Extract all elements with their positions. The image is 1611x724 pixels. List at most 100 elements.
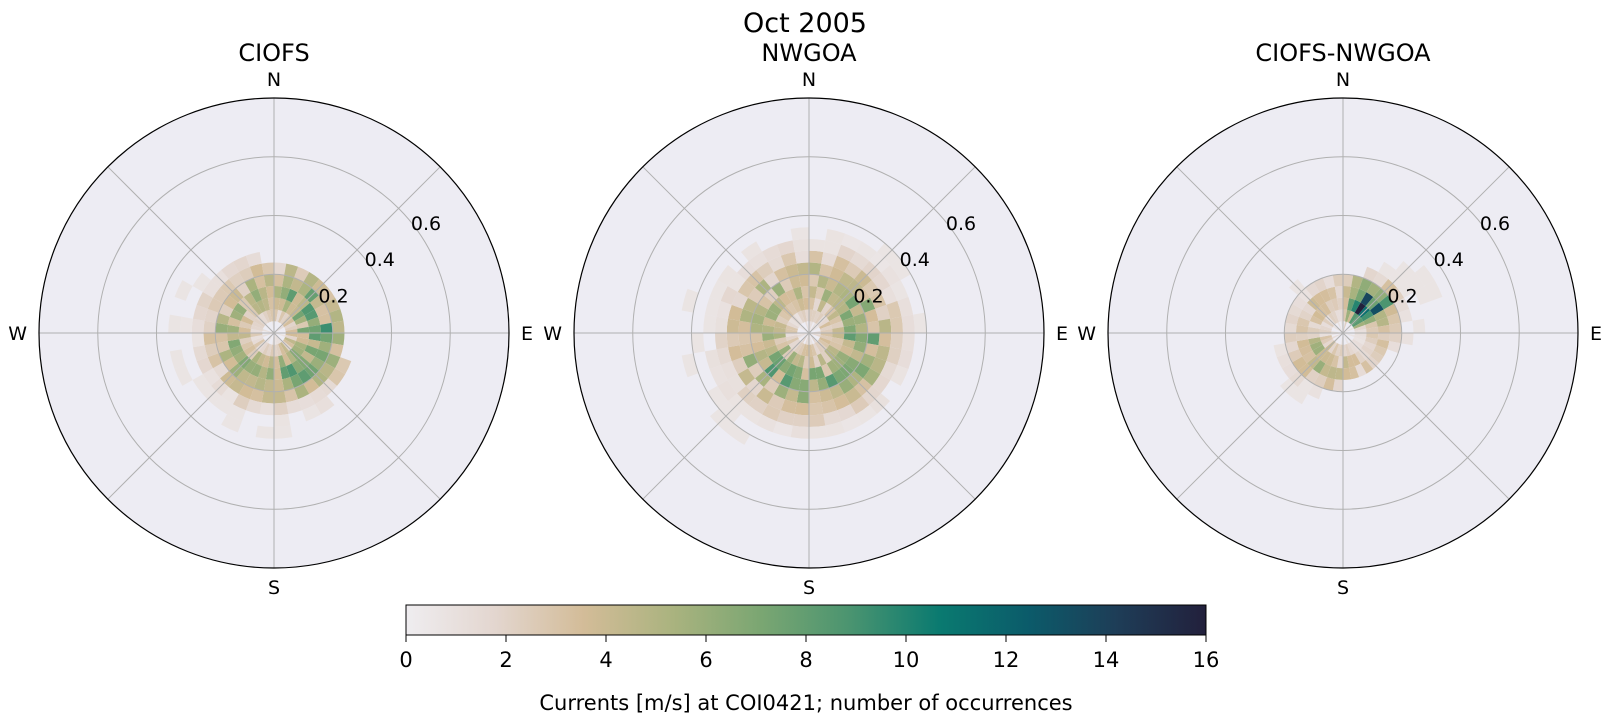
polar-frame: [1107, 97, 1579, 569]
histogram-bins: [168, 251, 352, 439]
histogram-bin: [282, 353, 292, 367]
histogram-bin: [265, 367, 274, 380]
histogram-bin: [274, 333, 280, 345]
histogram-bin: [853, 341, 867, 354]
histogram-bin: [758, 295, 773, 310]
histogram-bin: [763, 378, 780, 395]
histogram-bin: [1366, 333, 1379, 340]
histogram-bin: [1327, 342, 1338, 354]
histogram-bin: [791, 299, 801, 313]
histogram-bin: [257, 286, 268, 300]
histogram-bin: [814, 312, 825, 324]
histogram-bin: [294, 341, 308, 351]
histogram-bin: [773, 383, 789, 400]
histogram-bin: [809, 330, 821, 333]
histogram-bin: [784, 263, 799, 278]
histogram-bin: [1281, 362, 1298, 379]
histogram-bin: [821, 251, 838, 267]
histogram-bin: [1334, 344, 1341, 357]
histogram-bin: [1338, 344, 1343, 357]
histogram-bin: [262, 310, 270, 323]
histogram-bin: [258, 312, 269, 324]
histogram-bin: [267, 297, 274, 310]
histogram-bin: [1302, 302, 1316, 316]
histogram-bin: [741, 241, 762, 261]
histogram-bin: [274, 297, 281, 310]
histogram-bin: [811, 344, 818, 357]
histogram-bin: [815, 366, 826, 380]
histogram-bin: [804, 333, 809, 345]
histogram-bin: [232, 255, 250, 272]
histogram-bin: [274, 367, 283, 380]
histogram-bin: [778, 292, 792, 306]
histogram-bin: [762, 324, 775, 333]
histogram-bin: [829, 266, 845, 283]
histogram-bin: [1322, 377, 1335, 391]
histogram-bin: [788, 275, 801, 289]
histogram-bin: [1424, 280, 1443, 301]
histogram-bin: [253, 275, 266, 289]
histogram-bin: [1320, 321, 1333, 329]
histogram-bin: [308, 324, 321, 333]
histogram-bin: [328, 368, 346, 386]
histogram-bin: [778, 310, 791, 322]
histogram-bin: [813, 355, 822, 368]
histogram-bin: [1331, 333, 1343, 339]
histogram-bin: [796, 262, 809, 276]
histogram-bin: [212, 362, 229, 379]
histogram-bin: [793, 312, 804, 324]
histogram-bin: [792, 366, 803, 380]
histogram-bin: [274, 333, 279, 345]
histogram-bin: [815, 286, 826, 300]
histogram-bin: [841, 233, 862, 252]
histogram-bin: [202, 280, 220, 298]
histogram-bin: [720, 286, 738, 305]
histogram-bin: [842, 316, 856, 327]
histogram-bin: [335, 357, 352, 375]
histogram-bin: [282, 377, 295, 391]
histogram-bin: [836, 350, 850, 364]
histogram-bin: [785, 328, 798, 333]
histogram-bin: [1365, 320, 1378, 329]
histogram-bins: [681, 227, 927, 445]
histogram-bin: [775, 315, 789, 325]
histogram-bin: [833, 255, 851, 272]
histogram-bin: [875, 304, 891, 321]
histogram-bin: [263, 274, 274, 287]
histogram-bin: [1354, 333, 1367, 338]
histogram-bin: [1354, 302, 1366, 315]
histogram-bin: [785, 288, 797, 303]
histogram-bin: [786, 351, 798, 364]
angular-grid-line: [808, 332, 976, 500]
radial-tick-label: 0.6: [1480, 213, 1510, 235]
histogram-bin: [1378, 261, 1396, 279]
histogram-bin: [1389, 322, 1402, 333]
histogram-bin: [227, 324, 240, 333]
histogram-bin: [309, 387, 327, 405]
direction-label-w: W: [1077, 323, 1096, 345]
histogram-bin: [849, 349, 865, 363]
histogram-bin: [1296, 339, 1310, 350]
histogram-bin: [286, 363, 298, 378]
histogram-bin: [1343, 333, 1355, 338]
histogram-bin: [748, 251, 768, 270]
histogram-bin: [796, 355, 805, 368]
histogram-bin: [285, 324, 298, 331]
histogram-bin: [274, 379, 285, 392]
histogram-bin: [1343, 309, 1348, 322]
histogram-bin: [779, 277, 793, 293]
histogram-bin: [726, 318, 740, 333]
histogram-bin: [809, 239, 826, 252]
histogram-bin: [324, 297, 341, 313]
histogram-bin: [820, 333, 833, 338]
histogram-bin: [864, 308, 879, 323]
histogram-bin: [1397, 280, 1415, 298]
histogram-bin: [809, 321, 812, 333]
histogram-bin: [245, 251, 262, 267]
histogram-bin: [285, 335, 298, 342]
histogram-bin: [870, 357, 887, 375]
histogram-bin: [842, 339, 856, 350]
histogram-bin: [1319, 324, 1332, 331]
histogram-bin: [825, 277, 839, 293]
histogram-bin: [772, 421, 793, 438]
